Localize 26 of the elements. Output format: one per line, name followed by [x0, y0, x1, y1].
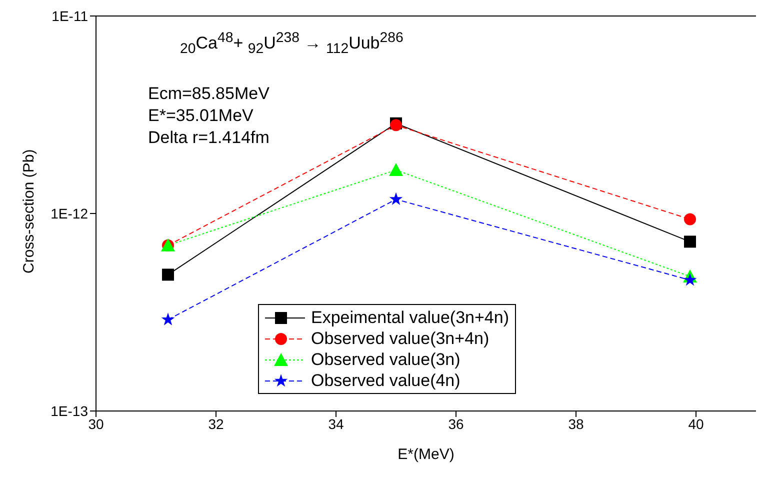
x-tick-label: 34 — [328, 416, 344, 432]
point — [389, 163, 403, 176]
legend-label: Expeimental value(3n+4n) — [311, 307, 509, 328]
x-tick-label: 36 — [448, 416, 464, 432]
y-tick-label: 1E-12 — [50, 205, 88, 222]
legend-label: Observed value(3n+4n) — [311, 328, 490, 349]
x-tick-label: 40 — [688, 416, 704, 432]
y-axis-title: Cross-section (Pb) — [20, 149, 38, 274]
y-tick-label: 1E-11 — [52, 8, 88, 24]
x-tick-label: 32 — [208, 416, 224, 432]
point — [162, 268, 174, 281]
point — [161, 312, 175, 326]
point — [684, 236, 696, 248]
point — [684, 213, 696, 226]
annotation: Ecm=85.85MeV — [148, 84, 270, 104]
annotation: Delta r=1.414fm — [148, 128, 270, 148]
y-tick-label: 1E-13 — [50, 402, 88, 419]
annotation: E*=35.01MeV — [148, 106, 254, 126]
x-axis-title: E*(MeV) — [398, 446, 454, 463]
point — [389, 192, 403, 205]
x-tick-label: 30 — [88, 416, 104, 432]
text: $_{20}$Ca$^{48}$+ $_{92}$U$^{238}$ → $_{112}$Uub$^{286}$ — [180, 30, 404, 58]
point — [683, 273, 697, 286]
legend-label: Observed value(3n) — [311, 349, 460, 370]
x-tick-label: 38 — [568, 416, 584, 432]
legend-label: Observed value(4n) — [311, 370, 460, 391]
